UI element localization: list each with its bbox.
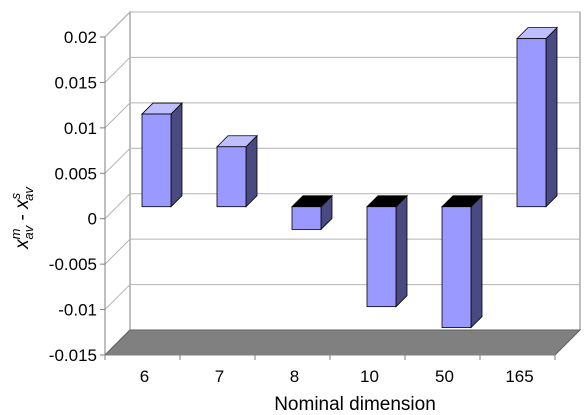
x-tick-label: 165 [505, 367, 533, 386]
y-axis-title-sup2: s [8, 192, 23, 199]
y-axis-title-minus: - [12, 209, 33, 226]
bar [516, 26, 558, 208]
left-wall [104, 10, 131, 357]
gridline-diagonal [104, 238, 131, 265]
x-axis-ticks: 6 7 8 10 50 165 [104, 354, 556, 386]
gridlines [104, 11, 580, 356]
x-tick-label: 7 [215, 367, 224, 386]
back-wall [129, 11, 581, 331]
y-tick-label: -0.005 [49, 255, 97, 274]
gridline-diagonal [104, 147, 131, 174]
bar-side [470, 194, 483, 329]
bar [366, 194, 408, 308]
bars [141, 26, 558, 329]
y-tick-label: 0.01 [64, 119, 97, 138]
y-axis-title-sup1: m [8, 228, 23, 239]
bar-front [141, 113, 172, 208]
bar-front [441, 206, 472, 328]
chart-walls [104, 10, 581, 357]
y-axis-title-x1: x [12, 238, 33, 250]
bar [291, 194, 333, 231]
gridline-diagonal [104, 102, 131, 129]
y-axis-ticks: -0.015 -0.01 -0.005 0 0.005 0.01 0.015 0.02 [49, 28, 106, 365]
bar-front [366, 206, 397, 308]
bar-front [516, 38, 547, 208]
y-axis-title-sub1: av [21, 224, 36, 239]
bar-side [395, 194, 408, 308]
bar-side [245, 134, 258, 208]
x-tick-label: 10 [360, 367, 379, 386]
y-tick-label: -0.015 [49, 346, 97, 365]
floor [103, 329, 582, 356]
y-axis-title-sub2: av [21, 186, 36, 201]
gridline-diagonal [104, 11, 131, 38]
y-tick-label: 0 [88, 210, 97, 229]
y-tick-label: -0.01 [58, 301, 97, 320]
gridline-diagonal [104, 284, 131, 310]
x-axis-title: Nominal dimension [274, 394, 436, 415]
bar-side [545, 26, 558, 208]
gridline-diagonal [104, 193, 131, 220]
x-tick-label: 6 [140, 367, 149, 386]
bar-front [216, 146, 247, 208]
y-axis-title: xmav - xsav [8, 186, 36, 250]
y-axis-title-x2: x [12, 198, 33, 210]
y-tick-label: 0.015 [54, 73, 97, 92]
bar-front [291, 206, 322, 230]
chart-floor [103, 329, 582, 356]
bar-side [170, 102, 183, 208]
y-tick-label: 0.005 [54, 164, 97, 183]
bar [441, 194, 483, 329]
x-tick-label: 50 [435, 367, 454, 386]
x-tick-label: 8 [290, 367, 299, 386]
gridline-diagonal [104, 57, 131, 83]
y-tick-label: 0.02 [64, 28, 97, 47]
bar [216, 134, 258, 208]
bar [141, 102, 183, 208]
